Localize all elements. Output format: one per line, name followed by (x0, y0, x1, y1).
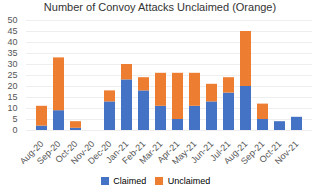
svg-text:10: 10 (7, 103, 17, 113)
html-text:Number of Convoy Attacks Uncla: Number of Convoy Attacks Unclaimed (Oran… (43, 1, 277, 13)
svg-text:Jul-21: Jul-21 (208, 138, 233, 164)
html-text:Unclaimed: Unclaimed (167, 175, 211, 185)
svg-text:15: 15 (7, 92, 17, 102)
svg-text:Nov-21: Nov-21 (273, 139, 301, 164)
svg-text:20: 20 (7, 81, 17, 91)
svg-text:40: 40 (7, 37, 17, 47)
svg-text:30: 30 (7, 59, 17, 69)
html-text:Claimed: Claimed (113, 175, 147, 185)
svg-text:45: 45 (7, 26, 17, 36)
svg-text:25: 25 (7, 70, 17, 80)
svg-text:0: 0 (12, 125, 17, 135)
svg-text:50: 50 (7, 15, 17, 25)
svg-text:5: 5 (12, 114, 17, 124)
svg-text:35: 35 (7, 48, 17, 58)
